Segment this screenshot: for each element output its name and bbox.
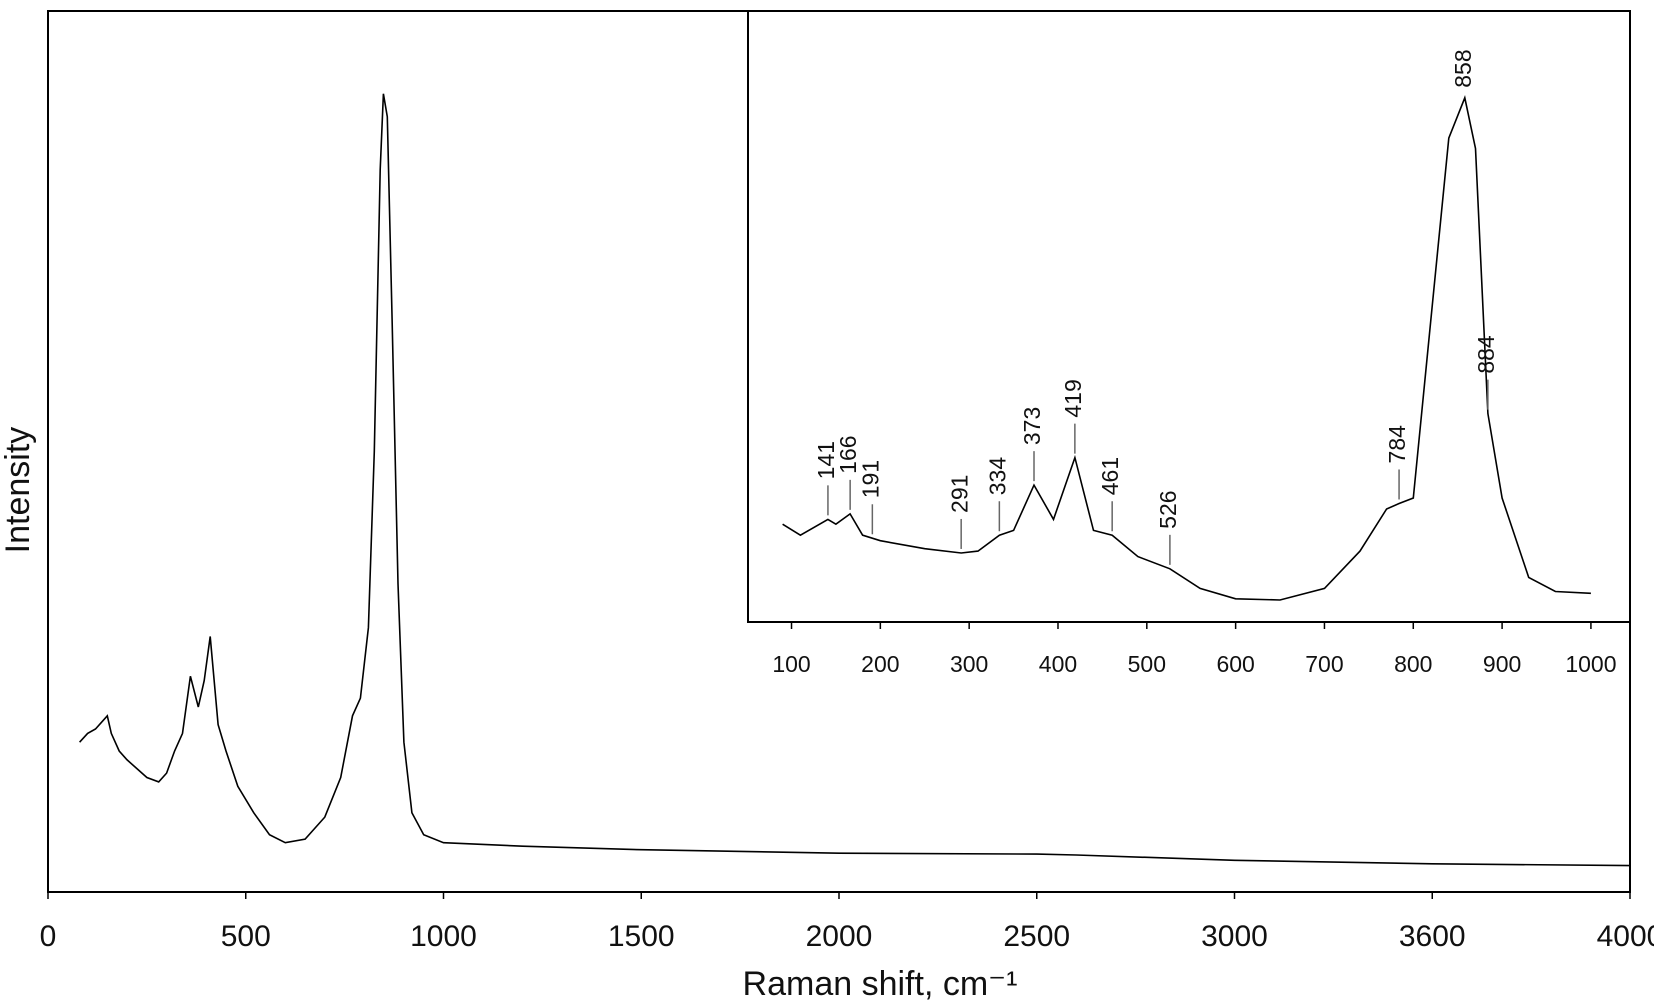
x-tick-label: 2000 xyxy=(806,920,873,953)
x-tick-label: 100 xyxy=(772,651,810,677)
x-tick-label: 1000 xyxy=(1565,651,1616,677)
spectrum-line xyxy=(782,95,1591,601)
peak-annotation: 884 xyxy=(1473,335,1499,374)
x-tick-label: 0 xyxy=(40,920,57,953)
peak-annotation: 526 xyxy=(1155,490,1181,528)
x-tick-label: 200 xyxy=(861,651,899,677)
peak-annotation: 461 xyxy=(1097,457,1123,495)
x-tick-label: 600 xyxy=(1216,651,1254,677)
x-tick-label: 1500 xyxy=(608,920,675,953)
x-tick-label: 2500 xyxy=(1003,920,1070,953)
peak-annotation: 166 xyxy=(835,435,861,473)
y-axis-label: Intensity xyxy=(0,427,37,554)
peak-annotation: 858 xyxy=(1450,49,1476,87)
peak-annotation: 291 xyxy=(946,475,972,513)
x-tick-label: 900 xyxy=(1483,651,1521,677)
x-tick-label: 500 xyxy=(1128,651,1166,677)
x-tick-label: 3600 xyxy=(1399,920,1466,953)
inset-background xyxy=(748,11,1630,622)
x-tick-label: 300 xyxy=(950,651,988,677)
x-tick-label: 1000 xyxy=(410,920,477,953)
x-tick-label: 4000 xyxy=(1597,920,1654,953)
peak-annotation: 419 xyxy=(1060,379,1086,417)
peak-annotation: 334 xyxy=(984,457,1010,496)
x-tick-label: 500 xyxy=(221,920,271,953)
x-tick-label: 400 xyxy=(1039,651,1077,677)
peak-annotation: 373 xyxy=(1019,407,1045,445)
spectrum-line xyxy=(79,93,1631,867)
x-tick-label: 700 xyxy=(1305,651,1343,677)
peak-annotation: 191 xyxy=(857,460,883,498)
x-tick-label: 800 xyxy=(1394,651,1432,677)
x-axis-label: Raman shift, cm⁻¹ xyxy=(743,965,1018,1003)
plot-frame xyxy=(747,10,1631,623)
peak-annotation: 141 xyxy=(813,441,839,479)
peak-annotation: 784 xyxy=(1384,425,1410,464)
x-tick-label: 3000 xyxy=(1201,920,1268,953)
